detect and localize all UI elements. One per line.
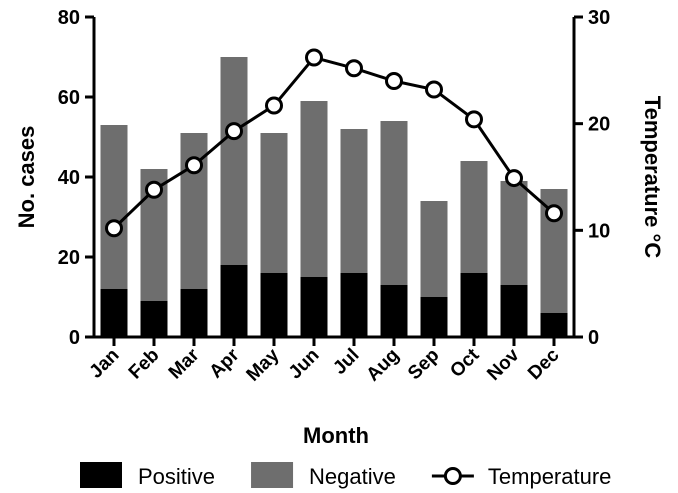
x-tick-label-may: May xyxy=(243,344,284,385)
x-tick-label-oct: Oct xyxy=(446,344,484,382)
x-tick-label-sep: Sep xyxy=(404,345,443,384)
point-temperature-nov xyxy=(505,169,523,188)
point-temperature-dec xyxy=(545,204,563,223)
x-tick-label-aug: Aug xyxy=(363,345,404,386)
bar-negative-apr xyxy=(220,57,248,265)
series-line-temperature xyxy=(112,56,555,230)
bar-negative-sep xyxy=(420,201,448,297)
y-tick-label: 0 xyxy=(69,327,80,349)
bar-positive-jan xyxy=(100,289,128,337)
bar-positive-oct xyxy=(460,273,488,337)
legend-marker-temperature xyxy=(443,467,462,485)
x-axis-title: Month xyxy=(303,423,369,448)
bar-positive-sep xyxy=(420,297,448,337)
x-tick-label-jun: Jun xyxy=(285,345,324,384)
y2-tick-label: 10 xyxy=(588,220,610,242)
point-temperature-sep xyxy=(425,80,443,99)
bar-positive-feb xyxy=(140,301,168,337)
y-axis-title: No. cases xyxy=(14,126,39,229)
point-temperature-may xyxy=(265,96,283,115)
legend-label-negative: Negative xyxy=(309,464,396,489)
point-temperature-jul xyxy=(345,59,363,78)
bar-positive-jul xyxy=(340,273,368,337)
x-tick-label-apr: Apr xyxy=(206,344,244,382)
y2-tick-label: 20 xyxy=(588,114,610,136)
legend-swatch-negative xyxy=(251,462,294,488)
point-temperature-jan xyxy=(105,219,123,238)
bar-negative-aug xyxy=(380,121,408,285)
bar-negative-jul xyxy=(340,129,368,273)
bar-negative-nov xyxy=(500,181,528,285)
bar-positive-may xyxy=(260,273,288,337)
legend-swatch-positive xyxy=(80,462,122,488)
point-temperature-mar xyxy=(185,156,203,175)
y2-tick-label: 0 xyxy=(588,327,599,349)
bar-positive-aug xyxy=(380,285,408,337)
x-tick-label-jul: Jul xyxy=(329,345,363,379)
x-tick-label-jan: Jan xyxy=(86,345,124,383)
point-temperature-jun xyxy=(305,48,323,67)
y-tick-label: 80 xyxy=(58,7,80,29)
y2-tick-label: 30 xyxy=(588,7,610,29)
bar-positive-mar xyxy=(180,289,208,337)
y-tick-label: 20 xyxy=(58,247,80,269)
x-tick-label-dec: Dec xyxy=(524,344,564,384)
y-tick-label: 40 xyxy=(58,167,80,189)
bar-negative-jan xyxy=(100,125,128,289)
legend: Positive Negative Temperature xyxy=(80,462,611,489)
bar-negative-may xyxy=(260,133,288,273)
bar-positive-apr xyxy=(220,265,248,337)
legend-label-temperature: Temperature xyxy=(488,464,612,489)
x-tick-label-feb: Feb xyxy=(125,345,164,384)
point-temperature-apr xyxy=(225,122,243,141)
bar-positive-nov xyxy=(500,285,528,337)
y-tick-label: 60 xyxy=(58,87,80,109)
y2-axis-title: Temperature °C xyxy=(640,96,665,259)
bar-positive-dec xyxy=(540,313,568,337)
bars-layer xyxy=(100,57,568,337)
x-tick-label-mar: Mar xyxy=(165,344,204,383)
bar-negative-oct xyxy=(460,161,488,273)
bar-negative-jun xyxy=(300,101,328,277)
legend-label-positive: Positive xyxy=(138,464,215,489)
temperature-line-layer xyxy=(105,48,563,238)
point-temperature-oct xyxy=(465,110,483,129)
x-tick-label-nov: Nov xyxy=(483,344,524,385)
point-temperature-aug xyxy=(385,72,403,90)
point-temperature-feb xyxy=(145,180,163,199)
bar-positive-jun xyxy=(300,277,328,337)
